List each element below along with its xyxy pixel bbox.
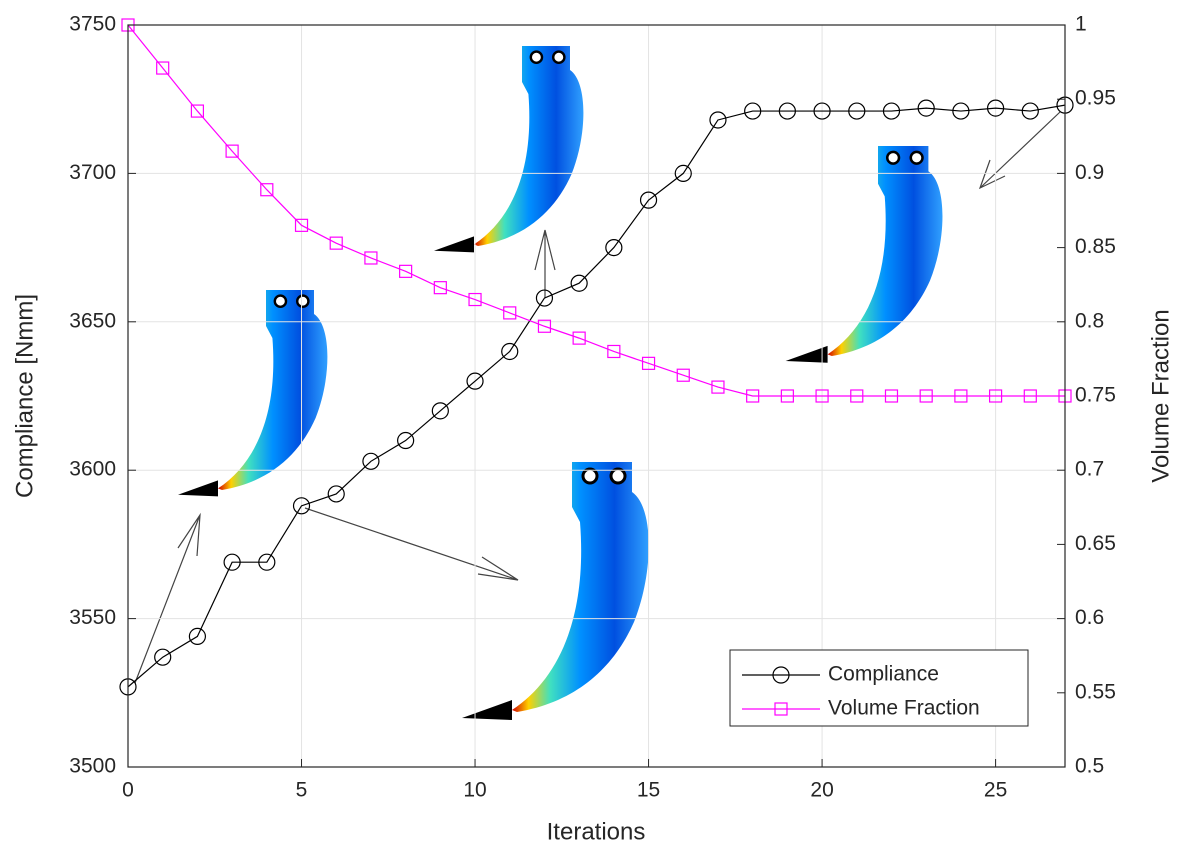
claw-image	[786, 146, 943, 363]
legend: Compliance Volume Fraction	[730, 650, 1028, 726]
claw-image	[434, 46, 583, 252]
y2-tick-label: 0.65	[1075, 532, 1116, 555]
y-tick-label: 3650	[69, 309, 116, 332]
y-tick-label: 3600	[69, 458, 116, 481]
y-tick-label: 3750	[69, 13, 116, 36]
arrow	[135, 515, 200, 683]
claw-image	[462, 462, 649, 720]
y-tick-label: 3550	[69, 606, 116, 629]
y2-tick-label: 0.7	[1075, 458, 1104, 481]
arrow	[305, 508, 518, 580]
chart: 0 5 10 15 20 25 3500 3550 3600 3650 3700 3750 0.5 0.5…	[0, 0, 1183, 852]
y2-tick-label: 0.85	[1075, 235, 1116, 258]
y2-tick-label: 0.6	[1075, 606, 1104, 629]
x-tick-label: 5	[296, 779, 308, 802]
x-tick-label: 25	[984, 779, 1007, 802]
y2-tick-label: 0.9	[1075, 161, 1104, 184]
legend-label: Compliance	[828, 663, 939, 686]
x-tick-label: 10	[463, 779, 486, 802]
claw-image	[178, 290, 327, 496]
y-tick-label: 3500	[69, 755, 116, 778]
y2-axis-label: Volume Fraction	[1147, 309, 1174, 482]
y-axis-label: Compliance [Nmm]	[11, 294, 38, 498]
y2-tick-label: 0.8	[1075, 309, 1104, 332]
y2-tick-label: 1	[1075, 13, 1087, 36]
arrow	[535, 230, 555, 298]
x-tick-label: 15	[637, 779, 660, 802]
y2-tick-label: 0.75	[1075, 384, 1116, 407]
x-axis-label: Iterations	[547, 818, 646, 845]
y2-tick-label: 0.95	[1075, 87, 1116, 110]
y-tick-label: 3700	[69, 161, 116, 184]
x-tick-label: 0	[122, 779, 134, 802]
y2-tick-label: 0.55	[1075, 680, 1116, 703]
y2-tick-label: 0.5	[1075, 755, 1104, 778]
x-tick-label: 20	[810, 779, 833, 802]
legend-label: Volume Fraction	[828, 697, 980, 720]
arrow	[980, 112, 1060, 188]
